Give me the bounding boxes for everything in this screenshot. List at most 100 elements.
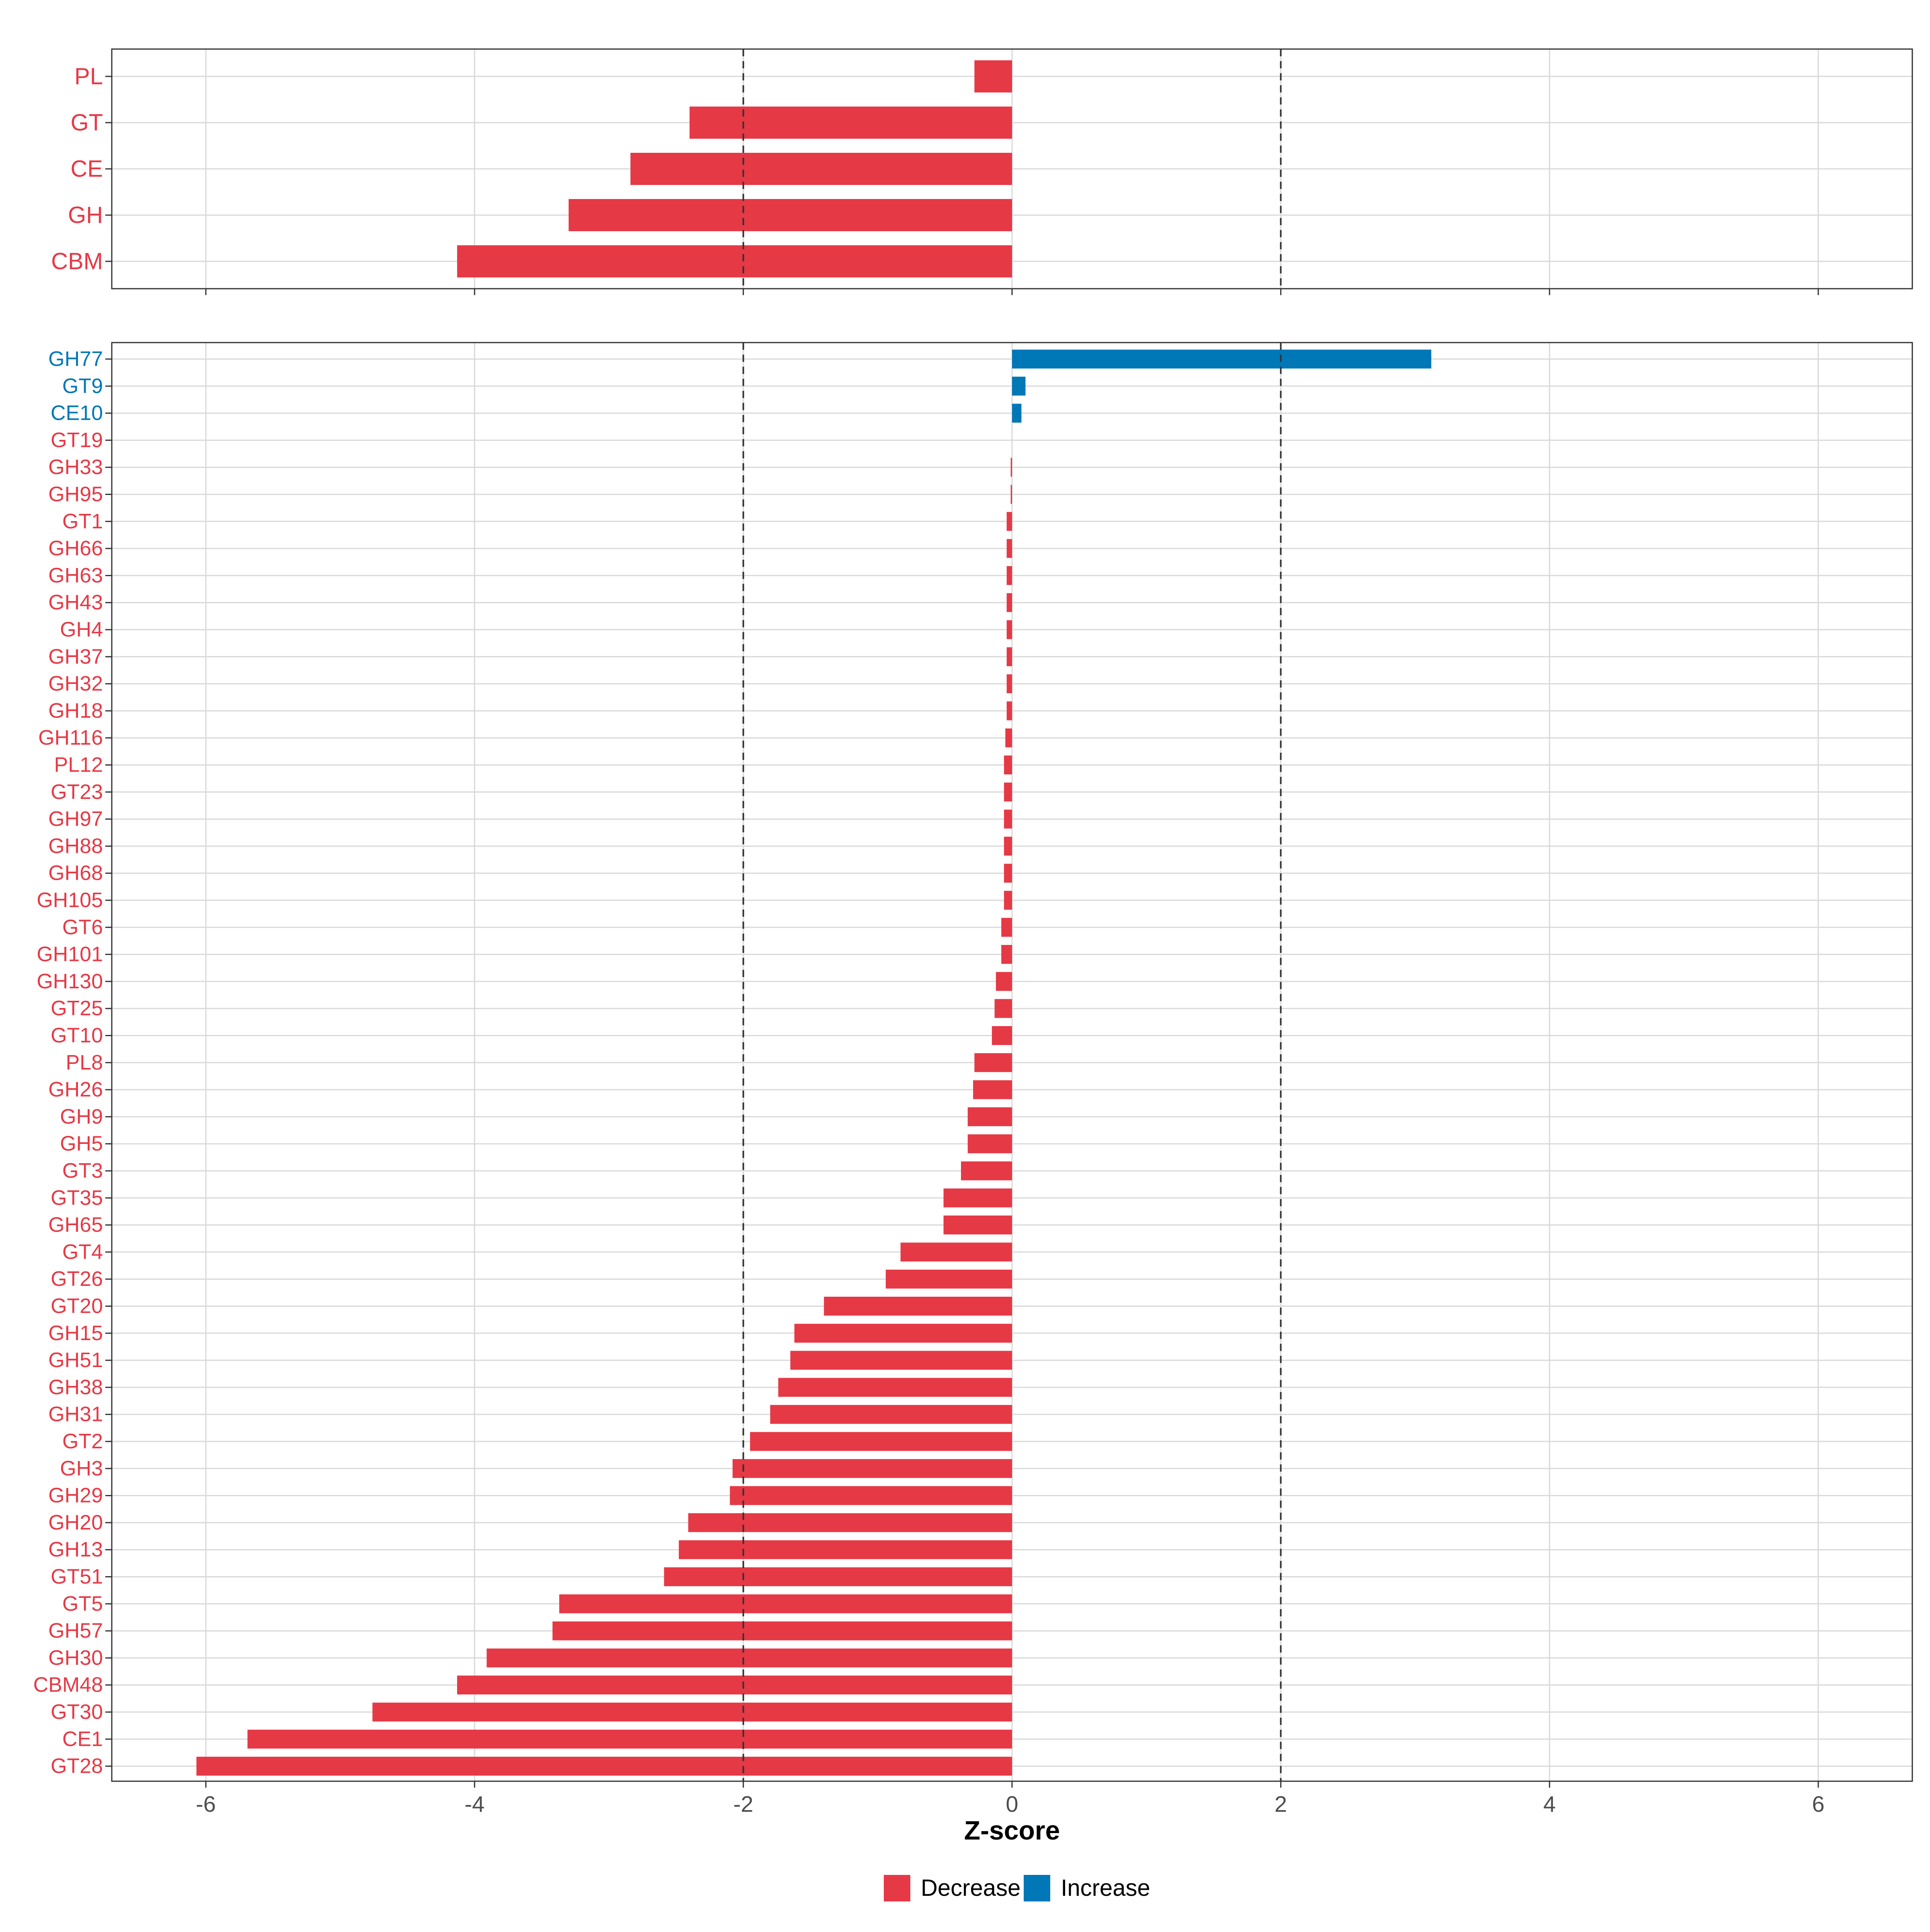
bar-GT4 xyxy=(900,1242,1012,1262)
bar-GH66 xyxy=(1006,539,1012,558)
y-tick-label-GH20: GH20 xyxy=(48,1511,103,1534)
bar-GT25 xyxy=(994,999,1012,1018)
y-tick-label-GH130: GH130 xyxy=(37,970,103,993)
bar-GH33 xyxy=(1010,458,1012,477)
legend-key-increase xyxy=(1024,1875,1051,1901)
bar-GT xyxy=(689,107,1012,139)
bar-GH101 xyxy=(1001,945,1012,964)
y-tick-label-GH32: GH32 xyxy=(48,672,103,696)
y-tick-label-GH5: GH5 xyxy=(60,1132,103,1156)
y-tick-label-GH68: GH68 xyxy=(48,862,103,885)
y-tick-label-GT20: GT20 xyxy=(51,1295,103,1318)
bar-GH68 xyxy=(1004,864,1012,883)
bar-PL12 xyxy=(1004,756,1012,774)
bar-GT10 xyxy=(992,1026,1012,1045)
x-tick-label: -2 xyxy=(733,1791,754,1817)
y-tick-label-GT10: GT10 xyxy=(51,1024,103,1047)
y-tick-label-GT26: GT26 xyxy=(51,1267,103,1291)
bar-GH20 xyxy=(688,1513,1012,1532)
bar-GH29 xyxy=(730,1486,1012,1505)
bar-GT1 xyxy=(1006,512,1012,531)
bar-GT35 xyxy=(943,1188,1012,1207)
legend-label-increase: Increase xyxy=(1061,1875,1150,1901)
y-tick-label-GH95: GH95 xyxy=(48,483,103,506)
bar-GT2 xyxy=(750,1432,1012,1451)
y-tick-label-GH37: GH37 xyxy=(48,645,103,668)
panel-top: PL GT CE GH CBM xyxy=(51,48,1913,295)
bar-GT6 xyxy=(1001,918,1012,937)
y-tick-label-GH88: GH88 xyxy=(48,834,103,858)
bar-CE1 xyxy=(247,1729,1012,1749)
bar-GH63 xyxy=(1006,566,1012,585)
x-tick-label: -4 xyxy=(464,1791,485,1817)
bar-GH32 xyxy=(1006,674,1012,694)
y-tick-label-GH4: GH4 xyxy=(60,618,103,641)
bar-GH38 xyxy=(778,1378,1012,1397)
bar-GH88 xyxy=(1004,836,1012,856)
bar-GH3 xyxy=(732,1459,1012,1478)
bar-GH13 xyxy=(679,1540,1012,1559)
bar-GT28 xyxy=(196,1757,1012,1776)
y-tick-label-GH43: GH43 xyxy=(48,591,103,614)
bar-GH51 xyxy=(790,1351,1012,1370)
y-tick-label-PL12: PL12 xyxy=(54,754,103,777)
bar-GT30 xyxy=(372,1702,1012,1722)
y-tick-label-GH15: GH15 xyxy=(48,1322,103,1345)
bar-CBM48 xyxy=(457,1675,1012,1695)
y-tick-label-GH97: GH97 xyxy=(48,807,103,831)
bar-GT23 xyxy=(1004,782,1012,802)
y-tick-label-GT51: GT51 xyxy=(51,1565,103,1589)
bar-GH43 xyxy=(1006,593,1012,612)
y-tick-label-GT25: GT25 xyxy=(51,997,103,1020)
bar-GH105 xyxy=(1004,891,1012,910)
bar-GT9 xyxy=(1012,376,1026,396)
y-tick-label-GH31: GH31 xyxy=(48,1403,103,1426)
y-tick-label-GH57: GH57 xyxy=(48,1619,103,1643)
bar-GH31 xyxy=(770,1405,1012,1424)
panel-bottom: GH77GT9CE10GT19GH33GH95GT1GH66GH63GH43GH… xyxy=(33,342,1913,1845)
y-tick-label-GT23: GT23 xyxy=(51,780,103,804)
bar-PL8 xyxy=(974,1053,1012,1072)
bar-GH26 xyxy=(973,1080,1012,1099)
y-tick-label-GT5: GT5 xyxy=(62,1592,103,1616)
y-tick-label-CBM: CBM xyxy=(51,248,103,275)
y-tick-label-GH65: GH65 xyxy=(48,1213,103,1237)
y-tick-label-CE10: CE10 xyxy=(51,402,103,425)
bar-GH97 xyxy=(1004,809,1012,829)
y-tick-label-GH29: GH29 xyxy=(48,1484,103,1507)
y-tick-label-GT6: GT6 xyxy=(62,916,103,939)
bar-GT26 xyxy=(885,1269,1012,1289)
bar-GH116 xyxy=(1005,728,1012,747)
y-tick-label-GH13: GH13 xyxy=(48,1538,103,1561)
x-tick-label: 0 xyxy=(1006,1791,1018,1817)
y-tick-label-GT4: GT4 xyxy=(62,1240,103,1264)
legend-item-increase: Increase xyxy=(1024,1875,1150,1901)
y-tick-label-GH26: GH26 xyxy=(48,1078,103,1101)
y-tick-label-GH9: GH9 xyxy=(60,1105,103,1128)
y-tick-label-GT9: GT9 xyxy=(62,374,103,398)
y-tick-label-GT: GT xyxy=(70,110,103,136)
y-tick-label-GH: GH xyxy=(68,202,103,228)
x-tick-label: 4 xyxy=(1543,1791,1556,1817)
bar-GH9 xyxy=(967,1107,1012,1126)
bar-GH77 xyxy=(1012,349,1431,369)
bar-GH57 xyxy=(552,1621,1012,1640)
bar-CE xyxy=(630,153,1012,185)
y-tick-label-GH30: GH30 xyxy=(48,1646,103,1669)
legend: Decrease Increase xyxy=(884,1875,1154,1901)
y-tick-label-CBM48: CBM48 xyxy=(33,1673,103,1697)
x-tick-label: 6 xyxy=(1812,1791,1824,1817)
y-tick-label-PL: PL xyxy=(74,64,103,90)
y-tick-label-GT2: GT2 xyxy=(62,1430,103,1453)
y-tick-label-GH33: GH33 xyxy=(48,456,103,479)
y-tick-label-GH77: GH77 xyxy=(48,347,103,371)
bar-GH37 xyxy=(1006,647,1012,666)
legend-key-decrease xyxy=(884,1875,910,1901)
bar-GH15 xyxy=(794,1324,1012,1343)
y-tick-label-GT35: GT35 xyxy=(51,1186,103,1209)
bar-GT51 xyxy=(664,1567,1012,1586)
y-tick-label-GH105: GH105 xyxy=(37,889,103,912)
bar-GH18 xyxy=(1006,701,1012,721)
